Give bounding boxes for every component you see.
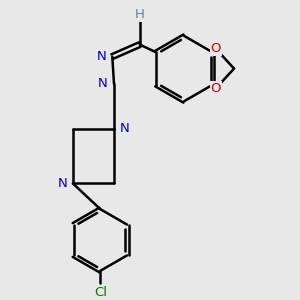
Text: Cl: Cl [94, 286, 107, 298]
Text: N: N [96, 50, 106, 63]
Text: O: O [211, 82, 221, 95]
Text: N: N [98, 77, 108, 91]
Text: O: O [211, 42, 221, 55]
Text: H: H [135, 8, 145, 21]
Text: N: N [120, 122, 130, 135]
Text: N: N [57, 177, 67, 190]
